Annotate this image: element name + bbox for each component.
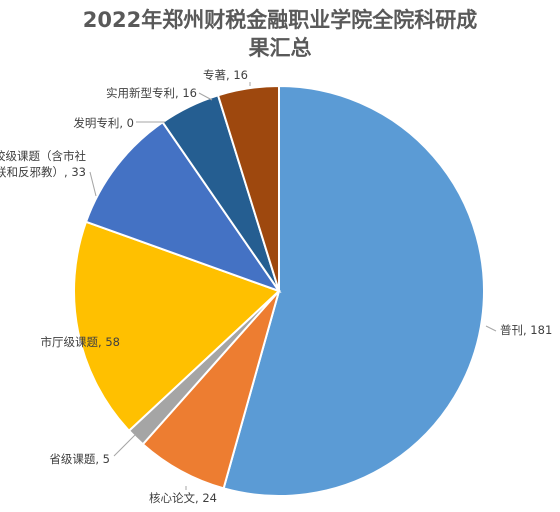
chart-title-line-1: 2022年郑州财税金融职业学院全院科研成 bbox=[82, 8, 478, 32]
pie-label-5: 发明专利, 0 bbox=[73, 116, 134, 130]
chart-title-line-2: 果汇总 bbox=[248, 36, 312, 60]
pie-label-4: 校级课题（含市社科联和反邪教）, 33 bbox=[0, 149, 86, 179]
leader-line-6 bbox=[198, 92, 213, 101]
pie-slices bbox=[72, 84, 485, 497]
pie-label-0: 普刊, 181 bbox=[500, 323, 552, 337]
leader-line-0 bbox=[485, 325, 497, 332]
chart-title: 2022年郑州财税金融职业学院全院科研成 果汇总 bbox=[0, 6, 560, 62]
pie-slice-3 bbox=[72, 220, 281, 433]
leader-line-4 bbox=[89, 171, 97, 197]
pie-labels: 普刊, 181 核心论文, 24 省级课题, 5 市厅级课题, 58 校级课题（含市社科… bbox=[0, 68, 552, 505]
pie-slice-7 bbox=[216, 84, 280, 292]
leader-line-2 bbox=[113, 434, 136, 457]
pie-slice-0 bbox=[222, 84, 485, 497]
pie-slice-4 bbox=[84, 120, 282, 293]
pie-label-7: 专著, 16 bbox=[203, 68, 248, 82]
pie-label-4-line-0: 校级课题（含市社 bbox=[0, 149, 86, 163]
pie-label-3: 市厅级课题, 58 bbox=[41, 335, 120, 349]
pie-label-4-line-1: 科联和反邪教）, 33 bbox=[0, 165, 86, 179]
pie-label-6: 实用新型专利, 16 bbox=[106, 86, 197, 100]
pie-label-2: 省级课题, 5 bbox=[49, 452, 110, 466]
leader-lines bbox=[89, 82, 497, 490]
pie-label-1: 核心论文, 24 bbox=[149, 491, 217, 505]
